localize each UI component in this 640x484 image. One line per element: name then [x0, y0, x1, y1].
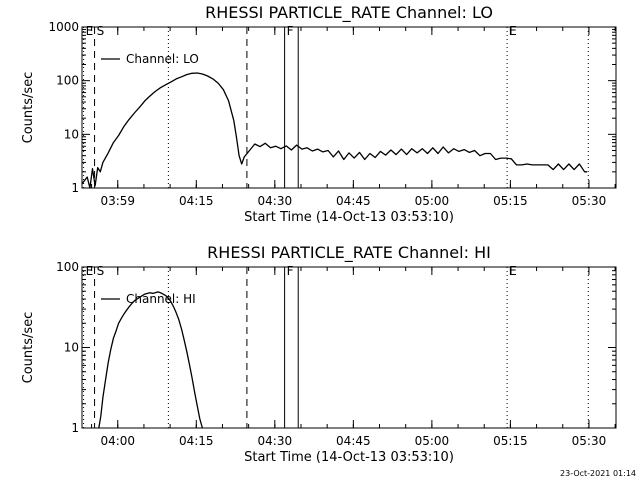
y-tick-label: 100 — [56, 260, 79, 274]
plot-frame — [81, 26, 617, 189]
data-series-line — [81, 72, 588, 189]
panel-lo: RHESSI PARTICLE_RATE Channel: LO Start Ti… — [21, 3, 617, 225]
y-tick-label: 1 — [71, 181, 79, 195]
data-series-line — [98, 291, 204, 429]
panel-hi: RHESSI PARTICLE_RATE Channel: HI Start Ti… — [21, 243, 617, 465]
x-tick-label: 04:30 — [258, 194, 293, 208]
y-tick-label: 1000 — [48, 20, 79, 34]
timestamp: 23-Oct-2021 01:14 — [560, 469, 636, 478]
marker-label: E — [509, 24, 517, 38]
x-tick-label: 04:45 — [336, 434, 371, 448]
marker-label: F — [287, 264, 294, 278]
x-tick-label: 05:00 — [415, 194, 450, 208]
x-tick-label: 04:00 — [100, 434, 135, 448]
x-tick-label: 03:59 — [100, 194, 135, 208]
x-axis-label: Start Time (14-Oct-13 03:53:10) — [244, 450, 454, 465]
x-tick-label: 04:15 — [179, 434, 214, 448]
marker-label: E — [509, 264, 517, 278]
chart-title: RHESSI PARTICLE_RATE Channel: HI — [207, 243, 491, 263]
x-tick-label: 05:15 — [493, 434, 528, 448]
y-tick-label: 10 — [64, 127, 79, 141]
y-tick-label: 1 — [71, 421, 79, 435]
legend-label: Channel: LO — [126, 52, 199, 66]
y-tick-label: 100 — [56, 74, 79, 88]
marker-label: S — [97, 264, 105, 278]
x-tick-label: 05:15 — [493, 194, 528, 208]
marker-label: F — [287, 24, 294, 38]
x-tick-label: 05:30 — [572, 434, 607, 448]
x-tick-label: 05:30 — [572, 194, 607, 208]
x-tick-label: 05:00 — [415, 434, 450, 448]
y-tick-label: 10 — [64, 341, 79, 355]
x-tick-label: 04:45 — [336, 194, 371, 208]
x-tick-label: 04:15 — [179, 194, 214, 208]
marker-label: E — [86, 24, 94, 38]
marker-label: S — [97, 24, 105, 38]
x-axis-label: Start Time (14-Oct-13 03:53:10) — [244, 210, 454, 225]
marker-label: E — [86, 264, 94, 278]
legend-label: Channel: HI — [126, 292, 196, 306]
y-axis-label: Counts/sec — [21, 72, 36, 144]
chart-title: RHESSI PARTICLE_RATE Channel: LO — [205, 3, 493, 23]
y-axis-label: Counts/sec — [21, 312, 36, 384]
x-tick-label: 04:30 — [258, 434, 293, 448]
